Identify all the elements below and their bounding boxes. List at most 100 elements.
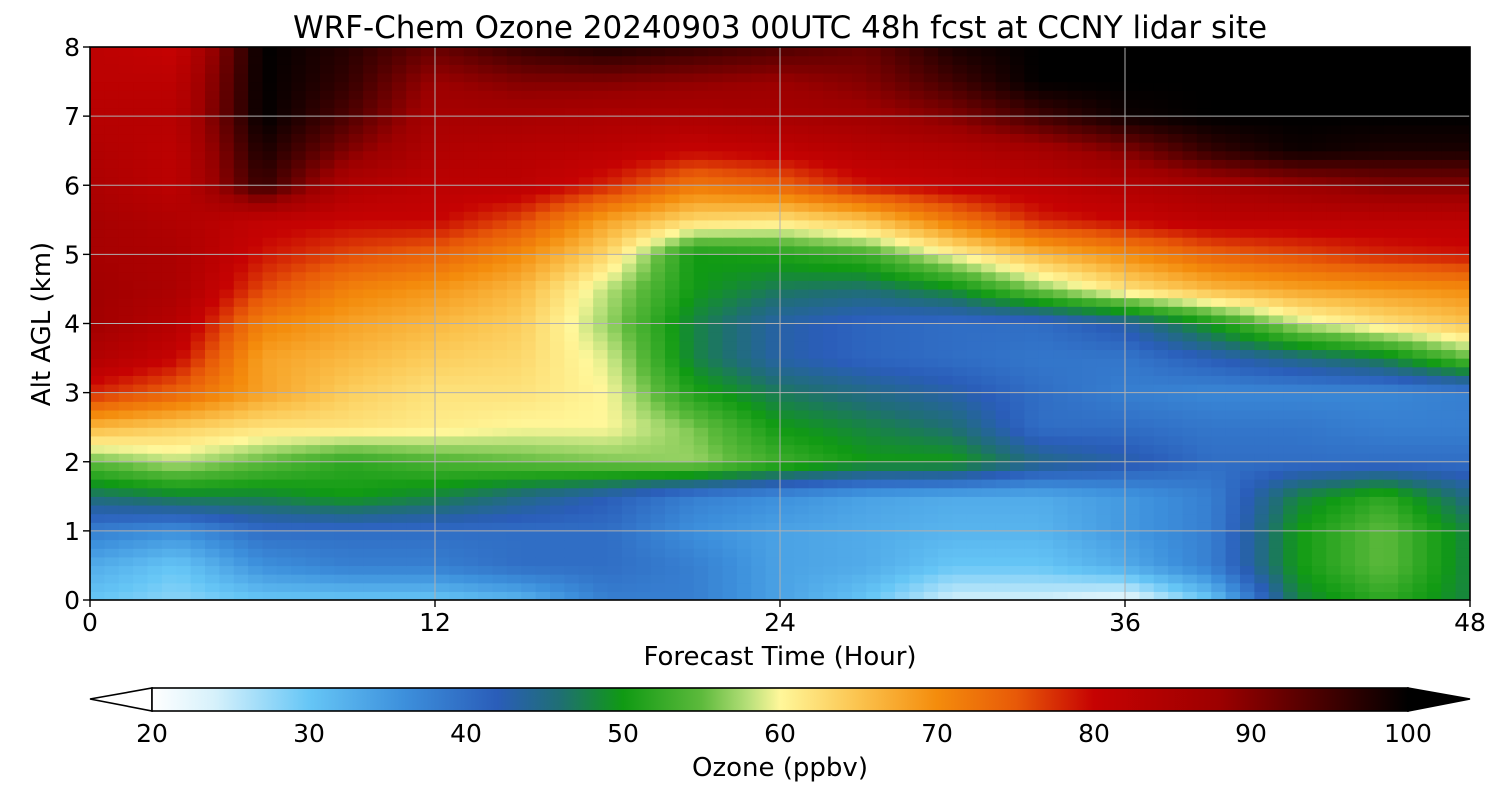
- heatmap-cell: [161, 271, 177, 281]
- heatmap-cell: [248, 539, 264, 549]
- heatmap-cell: [837, 237, 853, 247]
- heatmap-cell: [851, 280, 867, 290]
- heatmap-cell: [923, 435, 939, 446]
- heatmap-cell: [1010, 211, 1025, 221]
- heatmap-cell: [320, 487, 335, 497]
- heatmap-cell: [578, 461, 594, 471]
- heatmap-cell: [823, 435, 839, 446]
- heatmap-cell: [938, 470, 954, 480]
- heatmap-cell: [1081, 271, 1097, 281]
- heatmap-cell: [1053, 297, 1069, 307]
- heatmap-cell: [276, 211, 292, 221]
- heatmap-cell: [736, 574, 752, 584]
- heatmap-cell: [176, 159, 192, 169]
- heatmap-cell: [923, 323, 939, 333]
- heatmap-cell: [1240, 245, 1255, 255]
- heatmap-cell: [1125, 444, 1140, 454]
- heatmap-cell: [794, 288, 810, 299]
- heatmap-cell: [377, 202, 393, 212]
- heatmap-cell: [535, 263, 551, 273]
- heatmap-cell: [794, 556, 810, 567]
- heatmap-cell: [593, 185, 609, 195]
- heatmap-cell: [334, 314, 350, 325]
- heatmap-cell: [880, 556, 896, 567]
- heatmap-cell: [1268, 167, 1284, 178]
- heatmap-cell: [722, 539, 738, 549]
- heatmap-cell: [1268, 211, 1284, 221]
- heatmap-cell: [751, 323, 767, 333]
- heatmap-cell: [377, 470, 393, 480]
- heatmap-cell: [90, 358, 105, 368]
- heatmap-cell: [823, 193, 839, 204]
- heatmap-cell: [1010, 401, 1025, 411]
- heatmap-cell: [1455, 271, 1470, 281]
- heatmap-cell: [420, 392, 436, 402]
- heatmap-cell: [621, 383, 637, 394]
- heatmap-cell: [391, 522, 407, 532]
- heatmap-cell: [291, 150, 307, 160]
- heatmap-cell: [1254, 358, 1270, 368]
- heatmap-cell: [1297, 582, 1313, 592]
- heatmap-cell: [550, 237, 565, 247]
- heatmap-cell: [1110, 444, 1126, 454]
- heatmap-cell: [1311, 530, 1327, 541]
- heatmap-cell: [1153, 288, 1169, 299]
- heatmap-cell: [1311, 435, 1327, 446]
- heatmap-cell: [665, 513, 680, 523]
- heatmap-cell: [636, 470, 652, 480]
- heatmap-cell: [190, 453, 206, 463]
- heatmap-cell: [1125, 383, 1140, 394]
- heatmap-cell: [607, 496, 623, 506]
- heatmap-cell: [823, 263, 839, 273]
- heatmap-cell: [1254, 418, 1270, 428]
- heatmap-cell: [176, 574, 192, 584]
- heatmap-cell: [1441, 479, 1457, 489]
- heatmap-cell: [1024, 383, 1040, 394]
- heatmap-cell: [564, 461, 580, 471]
- heatmap-cell: [1426, 211, 1442, 221]
- heatmap-cell: [506, 297, 522, 307]
- heatmap-cell: [837, 435, 853, 446]
- heatmap-cell: [938, 150, 954, 160]
- heatmap-cell: [1024, 358, 1040, 368]
- heatmap-cell: [1024, 444, 1040, 454]
- heatmap-cell: [736, 461, 752, 471]
- heatmap-cell: [938, 176, 954, 186]
- heatmap-cell: [1268, 470, 1284, 480]
- heatmap-cell: [722, 349, 738, 359]
- heatmap-cell: [219, 556, 235, 567]
- heatmap-cell: [1053, 401, 1069, 411]
- heatmap-cell: [406, 358, 422, 368]
- heatmap-cell: [291, 453, 307, 463]
- heatmap-cell: [463, 211, 479, 221]
- heatmap-cell: [1053, 332, 1069, 342]
- heatmap-cell: [176, 409, 192, 420]
- heatmap-cell: [780, 306, 795, 316]
- heatmap-cell: [1038, 332, 1054, 342]
- heatmap-cell: [780, 237, 795, 247]
- heatmap-cell: [751, 435, 767, 446]
- heatmap-cell: [909, 479, 925, 489]
- heatmap-cell: [1383, 288, 1399, 299]
- heatmap-cell: [751, 219, 767, 230]
- heatmap-cell: [118, 574, 134, 584]
- heatmap-cell: [808, 280, 824, 290]
- heatmap-cell: [981, 349, 997, 359]
- heatmap-cell: [808, 271, 824, 281]
- heatmap-cell: [1010, 288, 1025, 299]
- heatmap-cell: [1125, 245, 1140, 255]
- heatmap-cell: [952, 219, 968, 230]
- heatmap-cell: [1038, 470, 1054, 480]
- heatmap-cell: [578, 332, 594, 342]
- heatmap-cell: [334, 444, 350, 454]
- heatmap-cell: [1340, 427, 1356, 437]
- heatmap-cell: [420, 522, 436, 532]
- heatmap-cell: [1311, 383, 1327, 394]
- heatmap-cell: [348, 228, 364, 238]
- heatmap-cell: [1441, 263, 1457, 273]
- heatmap-cell: [1211, 479, 1227, 489]
- heatmap-cell: [895, 211, 910, 221]
- heatmap-cell: [320, 211, 335, 221]
- heatmap-cell: [578, 582, 594, 592]
- heatmap-cell: [923, 211, 939, 221]
